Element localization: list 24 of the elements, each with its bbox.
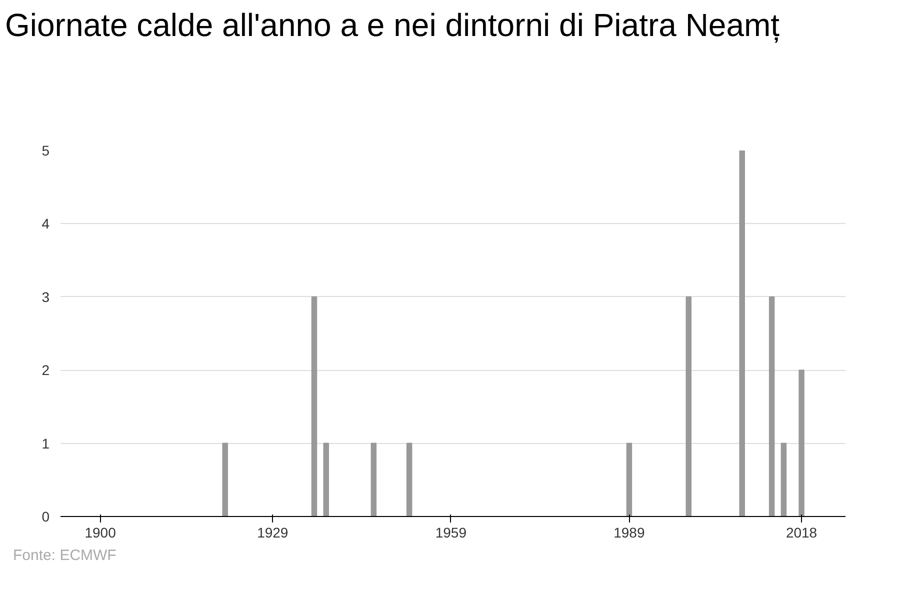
x-tick-label: 1900 (84, 524, 116, 540)
bar (739, 150, 745, 516)
y-tick-label: 3 (42, 288, 50, 305)
source-note: Fonte: ECMWF (13, 546, 116, 566)
bar (780, 442, 787, 516)
x-tick-label: 2018 (786, 524, 818, 540)
bar (370, 442, 377, 516)
y-tick-label: 2 (42, 362, 50, 378)
chart-title: Giornate calde all'anno a e nei dintorni di Piatra Neamț (5, 6, 780, 45)
bar (686, 296, 692, 516)
bar (222, 442, 228, 516)
y-tick-label: 5 (42, 142, 50, 158)
x-tick-label: 1989 (614, 524, 645, 540)
bar (798, 370, 804, 516)
x-tick-label: 1929 (257, 524, 288, 540)
bar (406, 442, 412, 516)
bar (311, 296, 318, 516)
bar (323, 442, 330, 516)
bar (626, 442, 632, 516)
bar (768, 296, 775, 516)
y-tick-label: 1 (42, 435, 50, 452)
y-tick-label: 4 (42, 216, 50, 232)
x-tick-label: 1959 (435, 524, 467, 540)
y-tick-label: 0 (42, 508, 50, 524)
